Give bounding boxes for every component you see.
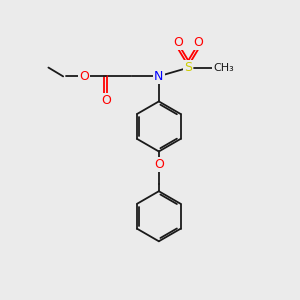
Text: O: O — [79, 70, 89, 83]
Text: S: S — [184, 61, 192, 74]
Text: N: N — [154, 70, 164, 83]
Text: O: O — [101, 94, 111, 107]
Text: O: O — [154, 158, 164, 171]
Text: O: O — [194, 36, 203, 49]
Text: CH₃: CH₃ — [213, 63, 234, 73]
Text: O: O — [173, 36, 183, 49]
